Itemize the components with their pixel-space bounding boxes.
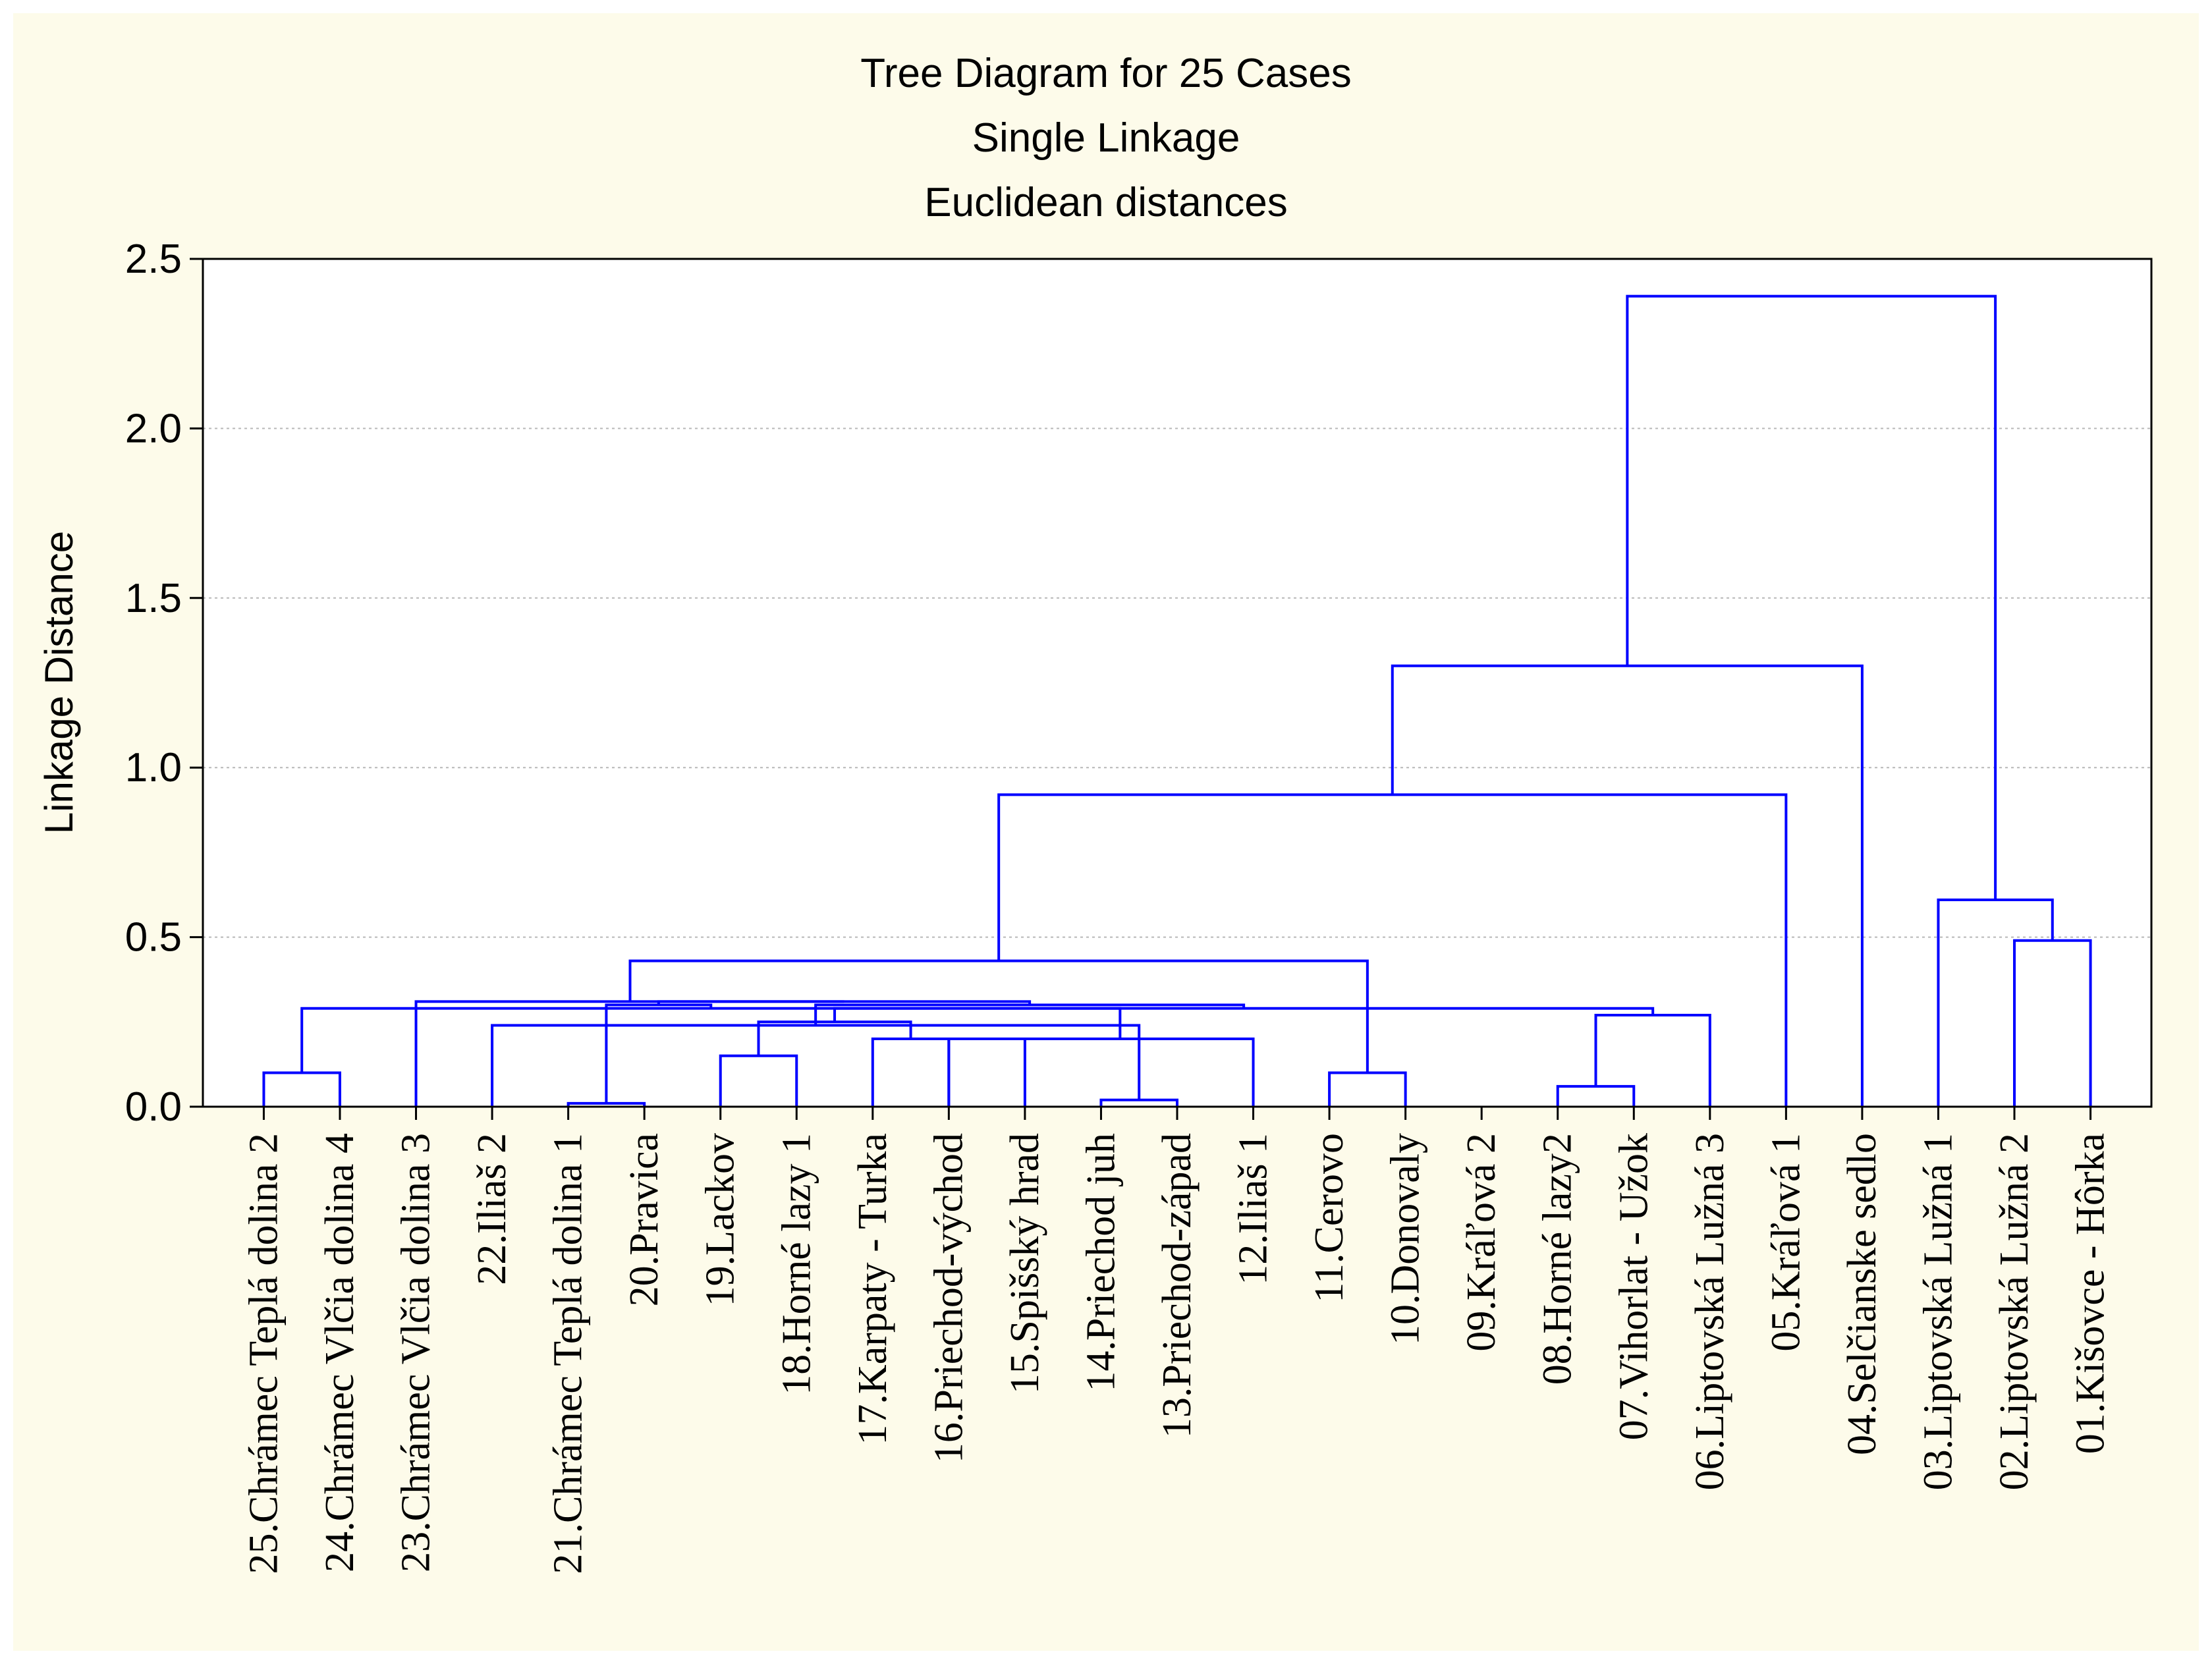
merge-link bbox=[1626, 294, 1997, 900]
leaf-label: 02.Liptovská Lužná 2 bbox=[1992, 1133, 2037, 1490]
y-axis-label: Linkage Distance bbox=[37, 531, 81, 834]
y-axis: 0.0 0.5 1.0 1.5 2.0 2.5 bbox=[125, 236, 203, 1130]
merge-link bbox=[491, 1024, 1141, 1107]
dendrogram-links bbox=[262, 294, 2092, 1107]
leaf-label: 19.Lackov bbox=[698, 1133, 743, 1306]
y-tick-label: 1.0 bbox=[125, 745, 182, 790]
leaf-label: 18.Horné lazy 1 bbox=[774, 1133, 819, 1395]
title-line-1: Tree Diagram for 25 Cases bbox=[860, 51, 1351, 96]
leaf-label: 10.Donovaly bbox=[1383, 1133, 1428, 1345]
leaf-label: 03.Liptovská Lužná 1 bbox=[1916, 1133, 1960, 1490]
merge-link bbox=[833, 1007, 1655, 1022]
leaf-label: 16.Priechod-východ bbox=[926, 1133, 971, 1463]
leaf-label: 01.Kišovce - Hôrka bbox=[2068, 1133, 2113, 1454]
y-tick-label: 0.5 bbox=[125, 915, 182, 960]
y-tick-label: 2.5 bbox=[125, 236, 182, 282]
leaf-label: 23.Chrámec Vlčia dolina 3 bbox=[394, 1133, 439, 1572]
leaf-label: 15.Spišský hrad bbox=[1003, 1133, 1047, 1394]
y-tick-label: 0.0 bbox=[125, 1084, 182, 1130]
leaf-label: 09.Kráľová 2 bbox=[1459, 1133, 1504, 1352]
leaf-label: 21.Chrámec Teplá dolina 1 bbox=[546, 1133, 591, 1574]
y-tick-label: 1.5 bbox=[125, 576, 182, 621]
leaf-label: 12.Iliaš 1 bbox=[1231, 1133, 1276, 1285]
chart-title: Tree Diagram for 25 Cases Single Linkage… bbox=[860, 51, 1351, 225]
leaf-label: 24.Chrámec Vlčia dolina 4 bbox=[318, 1133, 362, 1572]
leaf-label: 25.Chrámec Teplá dolina 2 bbox=[241, 1133, 286, 1574]
leaf-label: 11.Cerovo bbox=[1307, 1133, 1352, 1303]
merge-link bbox=[657, 1000, 1032, 1005]
gridlines bbox=[203, 428, 2151, 938]
leaf-label: 05.Kráľová 1 bbox=[1763, 1133, 1808, 1352]
leaf-label: 17.Karpaty - Turka bbox=[850, 1133, 895, 1445]
leaf-label: 07.Vihorlat - Užok bbox=[1611, 1133, 1656, 1440]
leaf-label: 06.Liptovská Lužná 3 bbox=[1688, 1133, 1732, 1490]
leaf-label: 04.Selčianske sedlo bbox=[1840, 1133, 1885, 1455]
title-line-3: Euclidean distances bbox=[924, 180, 1287, 225]
merge-link bbox=[300, 1007, 1122, 1073]
plot-area bbox=[203, 259, 2151, 1107]
leaf-label: 20.Pravica bbox=[622, 1133, 667, 1306]
merge-link bbox=[987, 1038, 1255, 1107]
leaf-label: 14.Priechod juh bbox=[1078, 1133, 1123, 1392]
merge-link bbox=[2013, 939, 2092, 1107]
y-tick-label: 2.0 bbox=[125, 406, 182, 451]
x-axis-leaf-labels: 25.Chrámec Teplá dolina 2 24.Chrámec Vlči… bbox=[241, 1107, 2113, 1574]
leaf-label: 22.Iliaš 2 bbox=[470, 1133, 514, 1285]
merge-link bbox=[414, 1000, 844, 1107]
leaf-label: 08.Horné lazy2 bbox=[1535, 1133, 1580, 1385]
merge-link bbox=[628, 959, 1369, 1073]
title-line-2: Single Linkage bbox=[972, 115, 1240, 161]
leaf-label: 13.Priechod-západ bbox=[1155, 1133, 1200, 1438]
